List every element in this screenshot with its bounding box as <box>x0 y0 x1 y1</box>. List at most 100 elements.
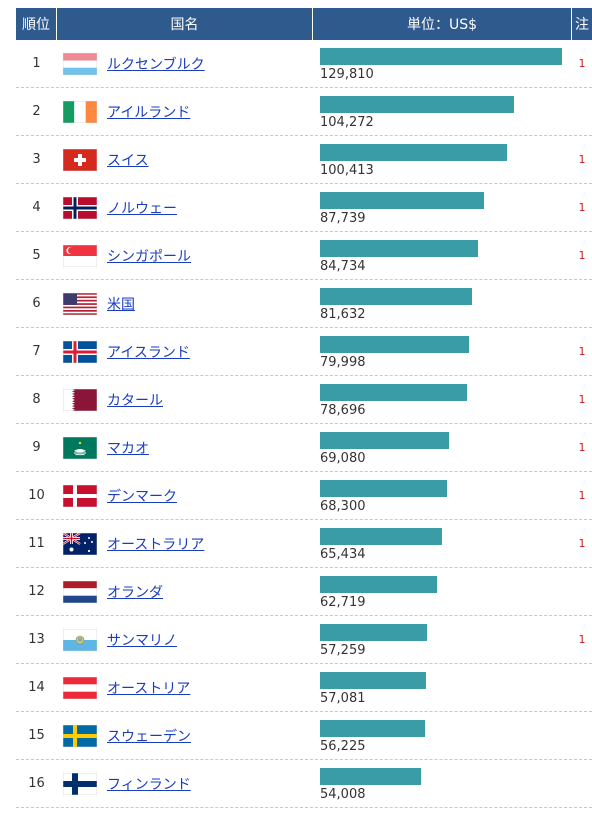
bar <box>320 528 442 545</box>
bar <box>320 48 562 65</box>
table-row: 14 オーストリア 57,081 <box>16 664 592 712</box>
country-link[interactable]: アイルランド <box>107 104 191 121</box>
table-row: 1 ルクセンブルク 129,810 1 <box>16 40 592 88</box>
country-link[interactable]: シンガポール <box>107 248 191 265</box>
country-link[interactable]: フィンランド <box>107 776 191 793</box>
value-cell: 62,719 <box>313 568 572 615</box>
rank-cell: 4 <box>32 200 41 215</box>
note-cell: 1 <box>578 489 586 502</box>
value-label: 69,080 <box>320 451 366 466</box>
value-label: 56,225 <box>320 739 366 754</box>
value-label: 81,632 <box>320 307 366 322</box>
country-link[interactable]: アイスランド <box>107 344 190 361</box>
note-cell <box>572 712 592 759</box>
note-cell <box>572 568 592 615</box>
value-cell: 87,739 <box>313 184 572 231</box>
table-row: 13 サンマリノ 57,259 1 <box>16 616 592 664</box>
bar <box>320 192 484 209</box>
iceland-flag-icon <box>63 340 97 363</box>
rank-cell: 14 <box>28 680 45 695</box>
luxembourg-flag-icon <box>63 52 97 75</box>
value-cell: 81,632 <box>313 280 572 327</box>
value-cell: 57,259 <box>313 616 572 663</box>
value-label: 87,739 <box>320 211 366 226</box>
country-cell: ノルウェー <box>57 184 313 231</box>
country-link[interactable]: オーストリア <box>107 680 191 697</box>
table-header: 順位 国名 単位：US$ 注 <box>16 8 592 40</box>
note-cell: 1 <box>578 201 586 214</box>
country-link[interactable]: オーストラリア <box>107 536 205 553</box>
table-row: 9 マカオ 69,080 1 <box>16 424 592 472</box>
country-link[interactable]: スイス <box>107 152 149 169</box>
table-body: 1 ルクセンブルク 129,810 1 2 アイルランド 104,272 3 スイス 100,41… <box>16 40 592 808</box>
header-country: 国名 <box>57 8 313 40</box>
header-rank: 順位 <box>16 8 57 40</box>
value-cell: 56,225 <box>313 712 572 759</box>
table-row: 6 米国 81,632 <box>16 280 592 328</box>
country-link[interactable]: マカオ <box>107 440 149 457</box>
value-cell: 104,272 <box>313 88 572 135</box>
australia-flag-icon <box>63 532 97 555</box>
value-label: 54,008 <box>320 787 366 802</box>
note-cell: 1 <box>578 153 586 166</box>
rank-cell: 10 <box>28 488 45 503</box>
table-row: 15 スウェーデン 56,225 <box>16 712 592 760</box>
value-cell: 54,008 <box>313 760 572 807</box>
rank-cell: 5 <box>32 248 41 263</box>
sweden-flag-icon <box>63 724 97 747</box>
country-cell: フィンランド <box>57 760 313 807</box>
country-link[interactable]: カタール <box>107 392 163 409</box>
value-label: 68,300 <box>320 499 366 514</box>
san-marino-flag-icon <box>63 628 97 651</box>
country-link[interactable]: デンマーク <box>107 488 177 505</box>
bar <box>320 576 437 593</box>
country-cell: カタール <box>57 376 313 423</box>
country-cell: サンマリノ <box>57 616 313 663</box>
value-label: 100,413 <box>320 163 374 178</box>
macau-flag-icon <box>63 436 97 459</box>
country-link[interactable]: 米国 <box>107 296 135 313</box>
table-row: 2 アイルランド 104,272 <box>16 88 592 136</box>
header-note: 注 <box>575 17 589 33</box>
country-cell: オーストラリア <box>57 520 313 567</box>
bar <box>320 624 427 641</box>
rank-cell: 3 <box>32 152 41 167</box>
country-link[interactable]: スウェーデン <box>107 728 191 745</box>
bar <box>320 336 470 353</box>
country-link[interactable]: ノルウェー <box>107 200 177 217</box>
value-label: 129,810 <box>320 67 374 82</box>
value-label: 84,734 <box>320 259 366 274</box>
bar <box>320 144 508 161</box>
value-cell: 84,734 <box>313 232 572 279</box>
value-cell: 79,998 <box>313 328 572 375</box>
rank-cell: 1 <box>32 56 41 71</box>
value-label: 79,998 <box>320 355 366 370</box>
country-link[interactable]: オランダ <box>107 584 163 601</box>
table-row: 7 アイスランド 79,998 1 <box>16 328 592 376</box>
rank-cell: 6 <box>32 296 41 311</box>
header-value: 単位：US$ <box>313 8 572 40</box>
country-cell: アイスランド <box>57 328 313 375</box>
netherlands-flag-icon <box>63 580 97 603</box>
rank-cell: 2 <box>32 104 41 119</box>
rank-cell: 9 <box>32 440 41 455</box>
rank-cell: 12 <box>28 584 45 599</box>
bar <box>320 288 473 305</box>
value-label: 104,272 <box>320 115 374 130</box>
bar <box>320 240 478 257</box>
country-link[interactable]: サンマリノ <box>107 632 177 649</box>
country-cell: 米国 <box>57 280 313 327</box>
country-link[interactable]: ルクセンブルク <box>107 56 205 73</box>
value-cell: 69,080 <box>313 424 572 471</box>
table-row: 11 オーストラリア 65,434 1 <box>16 520 592 568</box>
note-cell: 1 <box>578 345 586 358</box>
note-cell <box>572 664 592 711</box>
finland-flag-icon <box>63 772 97 795</box>
value-cell: 68,300 <box>313 472 572 519</box>
country-cell: アイルランド <box>57 88 313 135</box>
country-cell: オランダ <box>57 568 313 615</box>
rank-cell: 8 <box>32 392 41 407</box>
country-cell: デンマーク <box>57 472 313 519</box>
country-cell: シンガポール <box>57 232 313 279</box>
switzerland-flag-icon <box>63 148 97 171</box>
